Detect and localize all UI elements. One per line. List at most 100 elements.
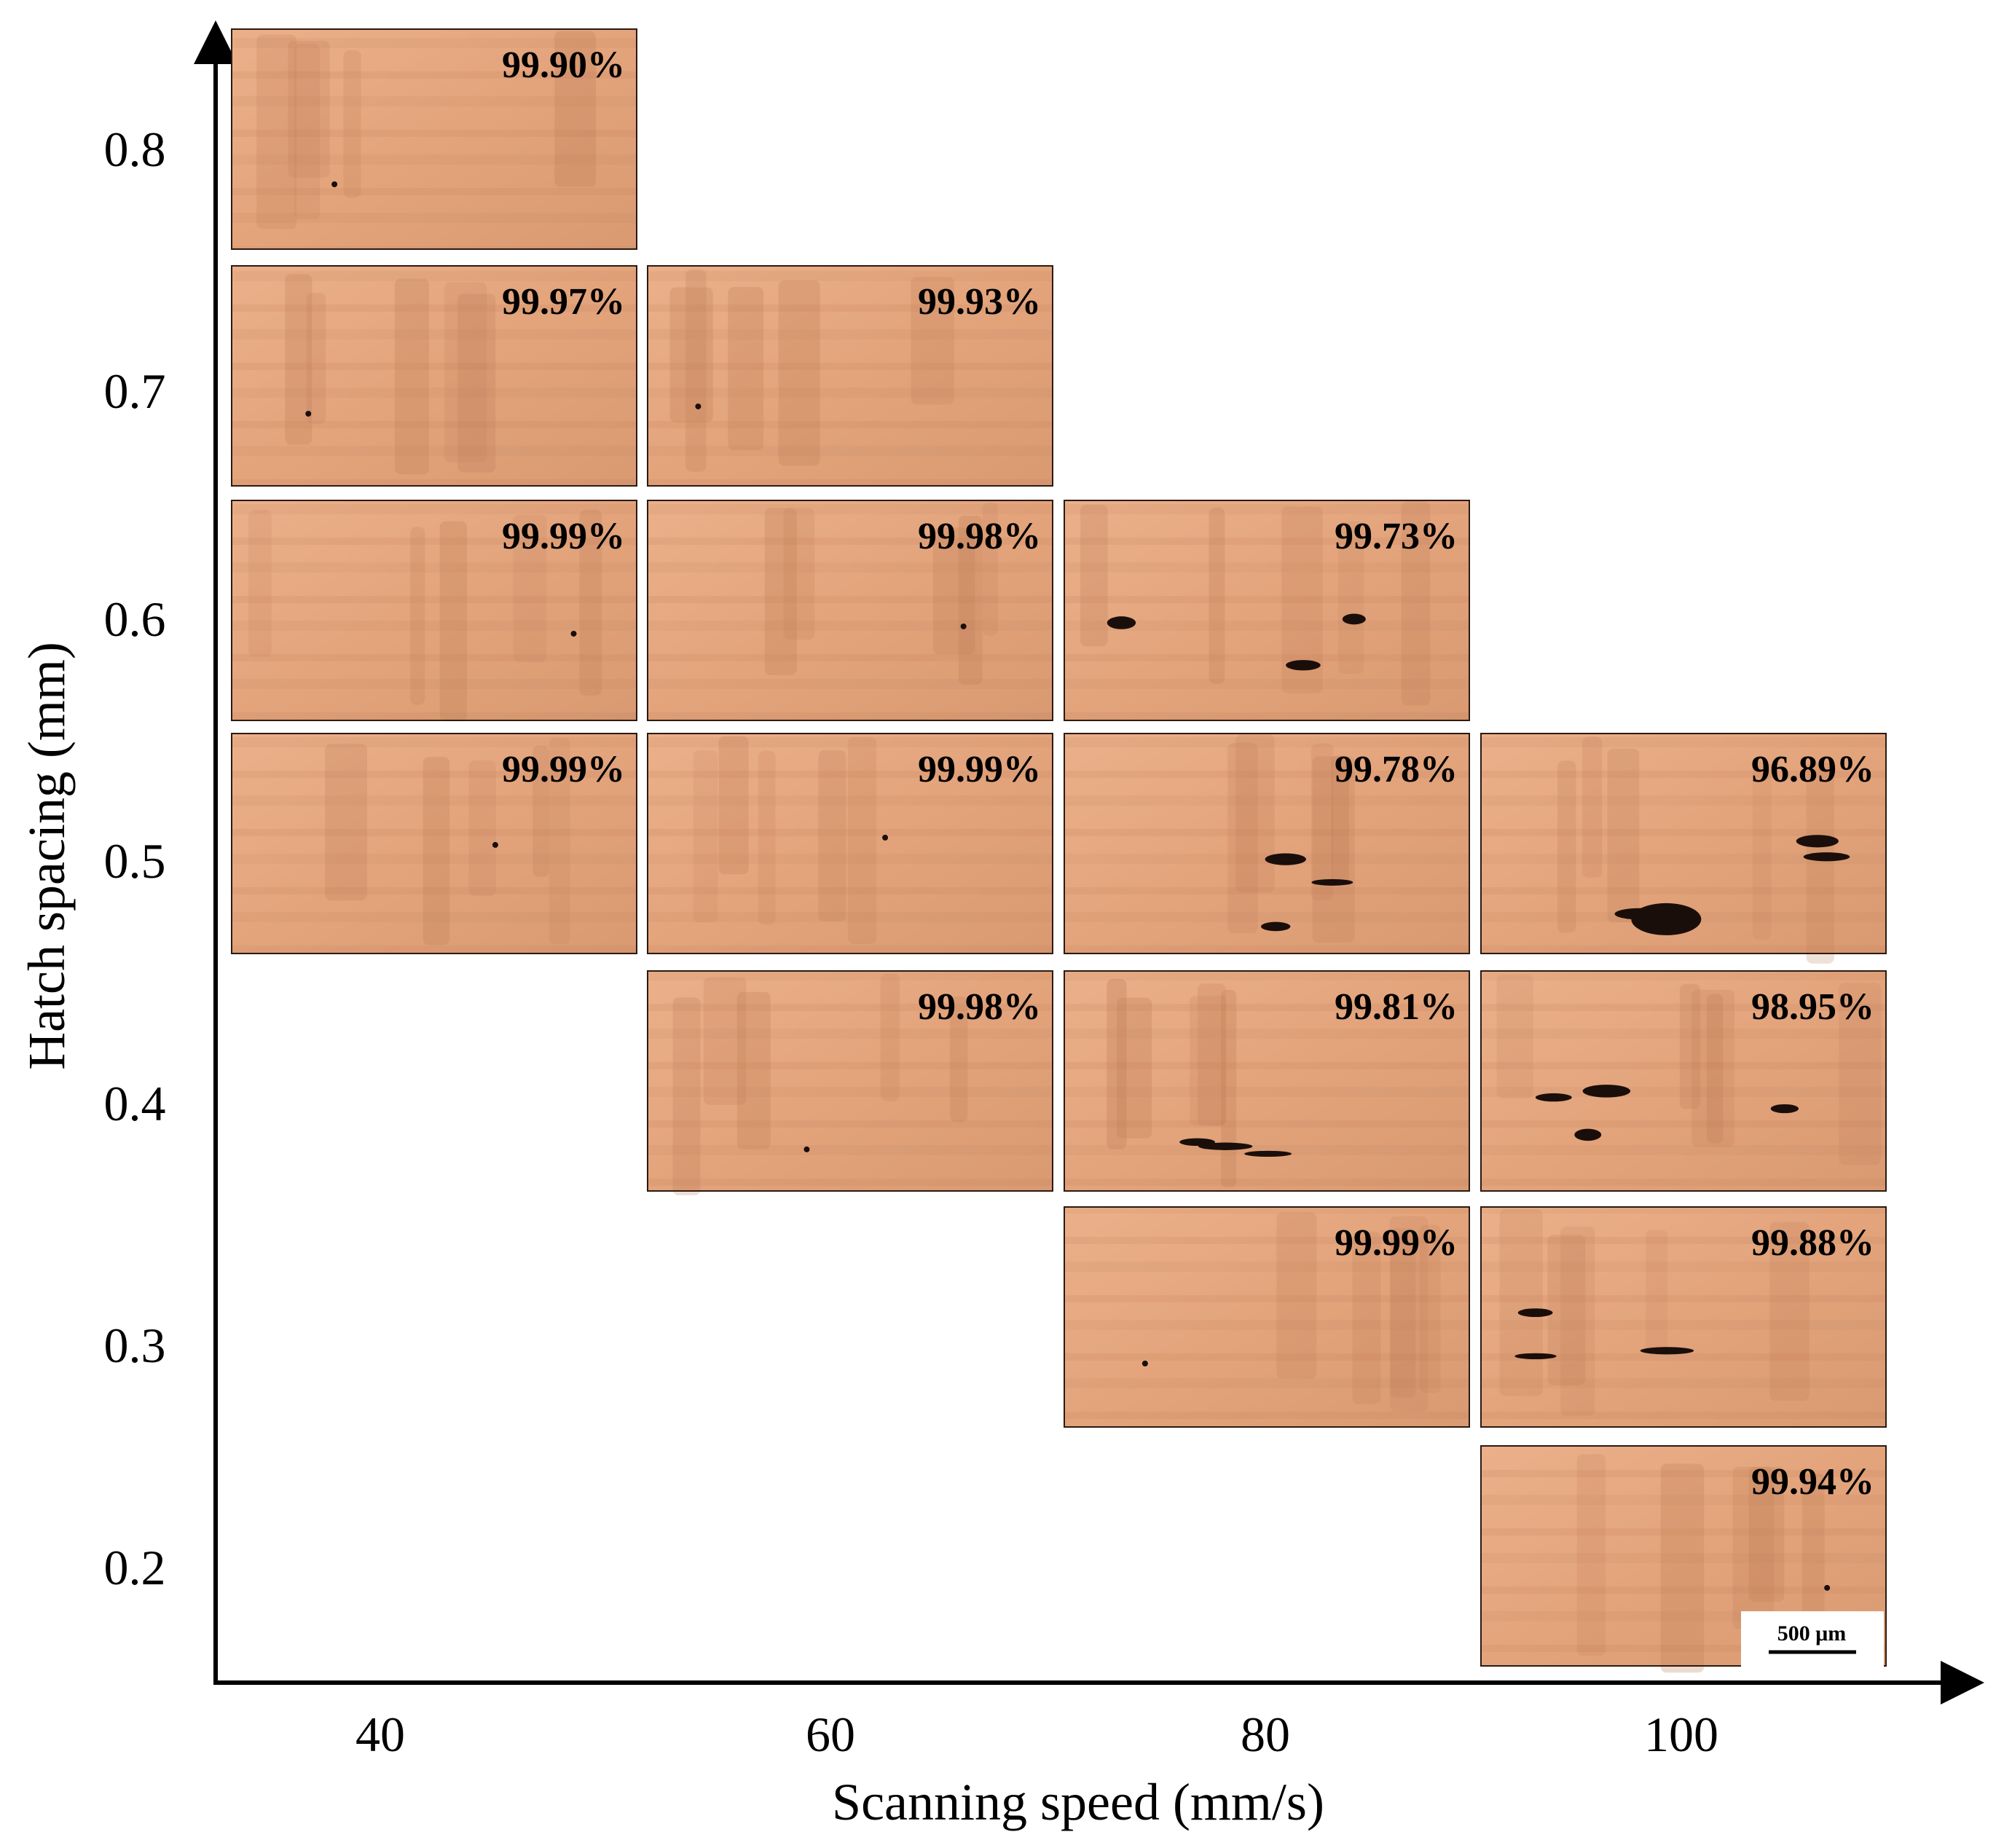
tile-pore <box>1614 908 1666 920</box>
tile-grain <box>672 997 701 1195</box>
tile-grain <box>306 292 326 424</box>
tile-grain <box>1499 1208 1543 1396</box>
micrograph-tile: 99.97% <box>231 265 637 487</box>
tile-pore <box>570 630 577 637</box>
density-label: 99.98% <box>918 516 1041 557</box>
tile-grain <box>468 760 496 897</box>
tile-grain <box>1312 756 1355 943</box>
tile-grain <box>1311 743 1334 900</box>
tile-border <box>1480 1206 1887 1428</box>
tile-grain <box>1390 1228 1416 1398</box>
tile-grain <box>1117 997 1152 1139</box>
tile-grain <box>343 50 361 198</box>
tile-border <box>1064 970 1470 1192</box>
micrograph-tile: 96.89% <box>1480 733 1887 964</box>
tile-border <box>1064 500 1470 721</box>
y-tick-label: 0.3 <box>104 1318 166 1373</box>
micrograph-tile: 98.95% <box>1480 970 1887 1192</box>
micrograph-tiles: 99.90% 99.97% 99.93% 99.99% 99.98% 99.73% 99.9… <box>231 28 1887 1673</box>
tile-border <box>1480 733 1887 954</box>
tile-grain <box>444 282 487 463</box>
tile-grain <box>669 287 713 422</box>
density-label: 99.98% <box>918 986 1041 1028</box>
density-label: 99.90% <box>502 44 625 86</box>
density-label: 99.93% <box>918 281 1041 323</box>
tile-melt-bands <box>1064 500 1469 720</box>
tile-grain <box>1706 994 1724 1144</box>
tile-pore <box>1107 616 1136 629</box>
tile-border <box>1480 1445 1887 1667</box>
density-label: 99.99% <box>502 516 625 557</box>
micrograph-tile: 99.99% <box>231 733 637 954</box>
tile-melt-bands <box>232 734 637 954</box>
tile-grain <box>1227 742 1258 934</box>
tile-border <box>647 970 1053 1192</box>
tile-grain <box>1107 978 1127 1149</box>
tile-grain <box>325 744 368 901</box>
scale-bar: 500 μm <box>1741 1611 1884 1667</box>
y-tick-label: 0.6 <box>104 591 166 647</box>
x-tick-label: 80 <box>1241 1707 1290 1762</box>
tile-pore <box>1640 1347 1694 1355</box>
tile-melt-bands <box>648 734 1053 954</box>
tile-pore <box>1286 660 1321 671</box>
tile-grain <box>778 280 820 466</box>
tile-grain <box>847 736 877 945</box>
micrograph-tile: 99.88% <box>1480 1206 1887 1428</box>
tile-border <box>231 500 637 721</box>
tile-pore <box>1824 1584 1831 1591</box>
tile-grain <box>818 750 846 922</box>
tile-grain <box>1646 1230 1668 1353</box>
tile-grain <box>1557 760 1576 933</box>
tile-pore <box>1796 835 1839 848</box>
y-tick-label: 0.7 <box>104 363 166 419</box>
tile-border <box>231 28 637 250</box>
tile-melt-bands <box>1064 1207 1469 1427</box>
tile-border <box>1064 733 1470 954</box>
tile-grain <box>1560 1226 1595 1416</box>
tile-grain <box>958 515 983 685</box>
tile-grain <box>693 750 718 923</box>
tile-pore <box>305 410 312 417</box>
tile-grain <box>579 509 602 696</box>
tile-grain <box>1281 506 1323 693</box>
tile-pore <box>331 181 338 187</box>
density-label: 99.88% <box>1751 1222 1874 1264</box>
tile-pore <box>1142 1360 1148 1367</box>
tile-melt-bands <box>232 500 637 720</box>
tile-grain <box>1235 734 1275 893</box>
tile-grain <box>685 269 707 472</box>
tile-grain <box>932 527 975 655</box>
tile-grain <box>1752 761 1772 940</box>
tile-border <box>231 733 637 954</box>
micrograph-tile: 99.93% <box>647 265 1053 487</box>
tile-grain <box>1748 1466 1785 1602</box>
tile-grain <box>764 508 797 675</box>
tile-pore <box>1311 878 1353 886</box>
density-label: 98.95% <box>1751 986 1874 1028</box>
micrograph-tile: 99.90% <box>231 28 637 250</box>
tile-grain <box>1221 989 1237 1188</box>
tile-grain <box>1691 989 1735 1147</box>
scale-bar-label: 500 μm <box>1777 1621 1847 1645</box>
tile-grain <box>394 278 429 475</box>
density-label: 99.99% <box>502 749 625 790</box>
micrograph-tile: 99.73% <box>1064 500 1470 721</box>
y-tick-label: 0.5 <box>104 833 166 889</box>
tile-pore <box>1535 1093 1572 1102</box>
x-tick-labels: 40 60 80 100 <box>355 1707 1718 1762</box>
tile-melt-bands <box>232 29 637 249</box>
density-label: 99.99% <box>918 749 1041 790</box>
tile-grain <box>783 508 815 640</box>
x-tick-label: 60 <box>806 1707 855 1762</box>
tile-grain <box>880 974 900 1101</box>
tile-grain <box>982 503 998 636</box>
tile-grain <box>554 31 597 187</box>
tile-border <box>647 265 1053 487</box>
tile-grain <box>1607 748 1640 923</box>
tile-pore <box>1803 852 1850 862</box>
density-label: 96.89% <box>1751 749 1874 790</box>
tile-grain <box>1581 736 1603 878</box>
tile-grain <box>1389 1216 1429 1412</box>
